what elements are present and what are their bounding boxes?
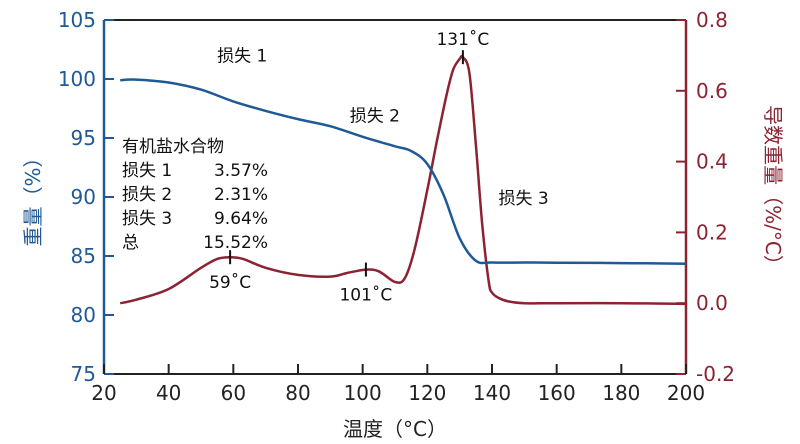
y-right-tick-label: 0.8 xyxy=(696,8,728,32)
x-tick-label: 200 xyxy=(667,381,705,405)
peak-markers: 59˚C 101˚C 131˚C xyxy=(209,29,489,305)
x-ticks: 20 40 60 80 100 120 140 160 180 200 xyxy=(91,364,705,405)
y-left-tick-label: 90 xyxy=(71,185,96,209)
y-right-tick-label: -0.2 xyxy=(696,362,735,386)
peak-label: 59˚C xyxy=(209,272,251,293)
x-tick-label: 80 xyxy=(285,381,310,405)
summary-row-2-value: 2.31% xyxy=(214,185,268,205)
derivative-series-line xyxy=(119,54,687,306)
y-left-tick-label: 85 xyxy=(71,244,96,268)
summary-title: 有机盐水合物 xyxy=(122,137,224,157)
y-left-tick-label: 95 xyxy=(71,126,96,150)
x-tick-label: 100 xyxy=(344,381,382,405)
x-tick-label: 20 xyxy=(91,381,116,405)
y-left-tick-label: 100 xyxy=(58,67,96,91)
y-right-tick-label: 0.2 xyxy=(696,220,728,244)
y-right-tick-label: 0.0 xyxy=(696,291,728,315)
x-axis-label: 温度（°C） xyxy=(343,417,447,441)
summary-row-1-value: 3.57% xyxy=(214,161,268,181)
peak-label: 131˚C xyxy=(436,29,489,50)
x-tick-label: 60 xyxy=(221,381,246,405)
y-right-tick-label: 0.4 xyxy=(696,150,728,174)
x-tick-label: 120 xyxy=(408,381,446,405)
loss-annotation: 损失 1 xyxy=(217,46,267,66)
y-left-tick-label: 75 xyxy=(71,362,96,386)
y-right-ticks: -0.2 0.0 0.2 0.4 0.6 0.8 xyxy=(676,8,735,386)
y-right-axis-label: 导数重量（%/°C） xyxy=(761,105,785,275)
loss-annotation: 损失 3 xyxy=(498,189,548,209)
summary-row-4-label: 总 xyxy=(122,233,139,253)
summary-row-1-label: 损失 1 xyxy=(122,161,172,181)
summary-row-2-label: 损失 2 xyxy=(122,185,172,205)
summary-row-3-label: 损失 3 xyxy=(122,209,172,229)
x-tick-label: 40 xyxy=(156,381,181,405)
peak-label: 101˚C xyxy=(339,285,392,306)
x-tick-label: 180 xyxy=(602,381,640,405)
y-left-axis-label: 重量（%） xyxy=(21,147,45,246)
y-left-tick-label: 80 xyxy=(71,303,96,327)
weight-series-line xyxy=(120,78,687,265)
y-left-ticks: 75 80 85 90 95 100 105 xyxy=(58,8,114,386)
loss-annotation: 损失 2 xyxy=(350,106,400,126)
loss-annotations: 损失 1 损失 2 损失 3 xyxy=(217,46,549,209)
y-right-tick-label: 0.6 xyxy=(696,79,728,103)
summary-row-3-value: 9.64% xyxy=(214,209,268,229)
y-left-tick-label: 105 xyxy=(58,8,96,32)
summary-block: 有机盐水合物 损失 1 3.57% 损失 2 2.31% 损失 3 9.64% … xyxy=(122,137,268,253)
summary-row-4-value: 15.52% xyxy=(203,233,268,253)
x-tick-label: 160 xyxy=(538,381,576,405)
x-tick-label: 140 xyxy=(473,381,511,405)
